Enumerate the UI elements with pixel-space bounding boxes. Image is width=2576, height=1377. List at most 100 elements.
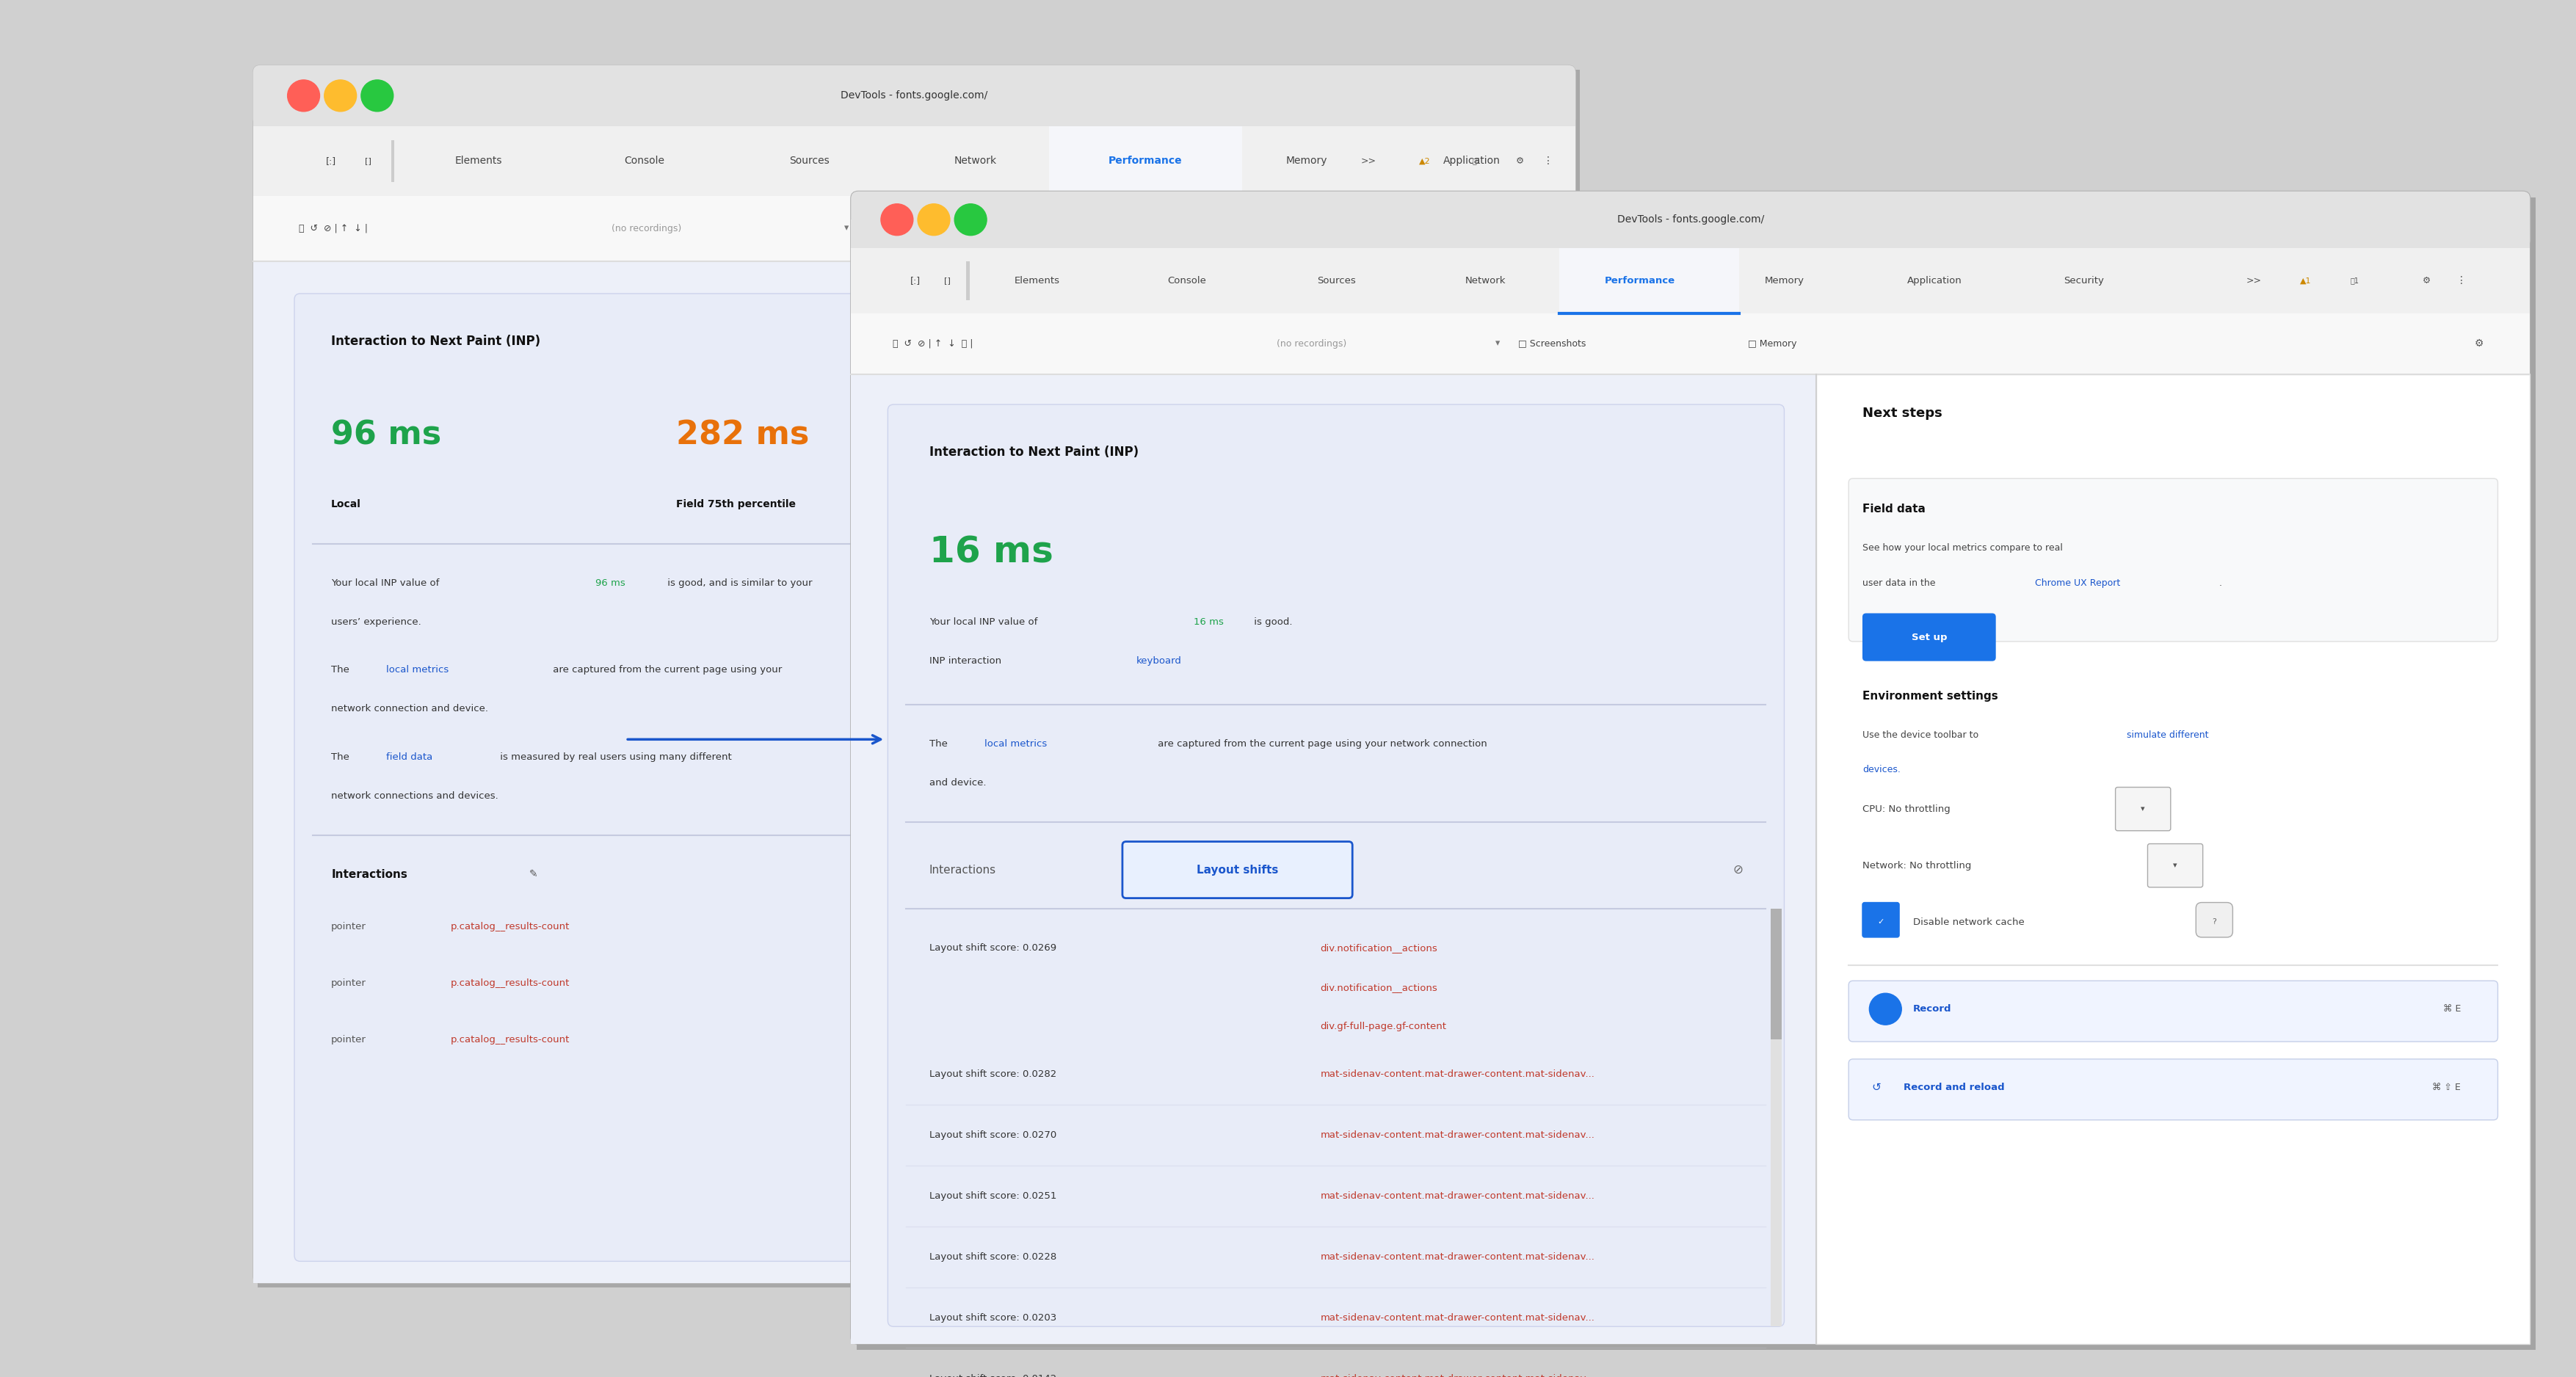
Text: Network: Network [953, 156, 997, 167]
FancyBboxPatch shape [2195, 902, 2233, 938]
FancyBboxPatch shape [1850, 980, 2499, 1041]
Text: users’ experience.: users’ experience. [332, 617, 422, 627]
Text: network connections and devices.: network connections and devices. [332, 792, 497, 800]
Text: ✓: ✓ [1878, 918, 1883, 925]
Text: □ Screenshots: □ Screenshots [1517, 339, 1587, 348]
Text: ▲2: ▲2 [1419, 157, 1430, 165]
Text: Network: No throttling: Network: No throttling [1862, 861, 1971, 870]
Text: Interactions: Interactions [930, 865, 997, 876]
Text: and device.: and device. [930, 778, 987, 788]
Text: mat-sidenav-content.mat-drawer-content.mat-sidenav...: mat-sidenav-content.mat-drawer-content.m… [1319, 1314, 1595, 1323]
Text: ▾: ▾ [2141, 806, 2146, 812]
Text: ⚙: ⚙ [1517, 156, 1525, 165]
Text: user data in the: user data in the [1862, 578, 1935, 588]
Circle shape [1870, 993, 1901, 1024]
Text: Layout shift score: 0.0142: Layout shift score: 0.0142 [930, 1374, 1056, 1377]
Text: .: . [2218, 578, 2223, 588]
Text: The: The [930, 739, 951, 749]
Text: Your local INP value of: Your local INP value of [332, 578, 443, 588]
Text: Disable network cache: Disable network cache [1914, 917, 2025, 927]
Text: >>: >> [2246, 275, 2262, 285]
Circle shape [361, 80, 394, 112]
Bar [258, 70, 1579, 1287]
Text: Elements: Elements [1015, 275, 1061, 285]
Bar [252, 95, 1577, 127]
Text: Environment settings: Environment settings [1862, 690, 1999, 701]
Text: 282 ms: 282 ms [675, 419, 809, 450]
Text: Layout shift score: 0.0203: Layout shift score: 0.0203 [930, 1314, 1056, 1323]
Text: (no recordings): (no recordings) [613, 223, 683, 233]
Text: See how your local metrics compare to real: See how your local metrics compare to re… [1862, 544, 2063, 552]
Text: []: [] [366, 157, 371, 165]
Text: Set up: Set up [1911, 632, 1947, 642]
Text: mat-sidenav-content.mat-drawer-content.mat-sidenav...: mat-sidenav-content.mat-drawer-content.m… [1319, 1374, 1595, 1377]
Text: ⚙: ⚙ [1520, 223, 1530, 234]
Text: Next steps: Next steps [1862, 406, 1942, 420]
Text: ↺: ↺ [1873, 1082, 1880, 1093]
Text: Sources: Sources [1316, 275, 1355, 285]
Text: pointer: pointer [332, 978, 366, 987]
Circle shape [881, 204, 912, 235]
Circle shape [917, 204, 951, 235]
FancyBboxPatch shape [1862, 613, 1996, 661]
Text: 8 ms: 8 ms [1463, 921, 1486, 931]
Text: is good, and is similar to your: is good, and is similar to your [665, 578, 811, 588]
Text: 🔲1: 🔲1 [1471, 157, 1481, 165]
Text: (no recordings): (no recordings) [1278, 339, 1347, 348]
Text: ⌘ ⇧ E: ⌘ ⇧ E [2432, 1082, 2460, 1092]
Text: Application: Application [1906, 275, 1963, 285]
Text: simulate different: simulate different [2128, 730, 2208, 739]
FancyBboxPatch shape [252, 65, 1577, 1283]
Text: Local: Local [332, 500, 361, 509]
Bar [392, 140, 394, 182]
Text: The: The [332, 752, 353, 761]
Text: div.gf-full-page.gf-content: div.gf-full-page.gf-content [1319, 1022, 1448, 1031]
Text: local metrics: local metrics [386, 665, 448, 675]
Text: Layout shift score: 0.0282: Layout shift score: 0.0282 [930, 1070, 1056, 1080]
Text: are captured from the current page using your: are captured from the current page using… [549, 665, 783, 675]
Text: p.catalog__results-count: p.catalog__results-count [451, 1034, 569, 1044]
Bar [1816, 375, 2530, 1344]
Bar [252, 196, 1577, 262]
Text: ⋮: ⋮ [1543, 156, 1553, 167]
Text: mat-sidenav-content.mat-drawer-content.mat-sidenav...: mat-sidenav-content.mat-drawer-content.m… [1319, 1131, 1595, 1140]
Text: keyboard: keyboard [1136, 657, 1182, 666]
FancyBboxPatch shape [252, 65, 1577, 127]
Text: ▾: ▾ [845, 223, 848, 233]
Text: Interactions: Interactions [332, 869, 407, 880]
Text: div.notification__actions: div.notification__actions [1319, 943, 1437, 953]
Text: div.notification__actions: div.notification__actions [1319, 983, 1437, 991]
Text: [:]: [:] [909, 275, 920, 285]
Bar [850, 248, 2530, 313]
Text: []: [] [945, 277, 951, 284]
Text: 96 ms: 96 ms [595, 578, 626, 588]
Text: Chrome UX Report: Chrome UX Report [2035, 578, 2120, 588]
Circle shape [325, 80, 355, 112]
Text: local metrics: local metrics [984, 739, 1046, 749]
Text: ⊘: ⊘ [1734, 863, 1744, 877]
FancyBboxPatch shape [294, 293, 1535, 1261]
Text: Memory: Memory [1765, 275, 1806, 285]
Text: 96 ms: 96 ms [1455, 978, 1486, 987]
Text: [:]: [:] [327, 156, 337, 165]
Text: Record: Record [1914, 1004, 1953, 1013]
Text: □ Memory: □ Memory [1749, 339, 1798, 348]
Circle shape [289, 80, 319, 112]
Text: □ Memory: □ Memory [1100, 223, 1149, 233]
Text: DevTools - fonts.google.com/: DevTools - fonts.google.com/ [840, 91, 987, 101]
Text: Console: Console [623, 156, 665, 167]
Text: mat-sidenav-content.mat-drawer-content.mat-sidenav...: mat-sidenav-content.mat-drawer-content.m… [1319, 1070, 1595, 1080]
Text: ⋮: ⋮ [2455, 275, 2465, 285]
Text: 🔲1: 🔲1 [2349, 277, 2360, 284]
Bar [850, 375, 1816, 1344]
Text: Console: Console [1167, 275, 1206, 285]
Text: ?: ? [2213, 918, 2215, 925]
Bar [850, 220, 2530, 248]
Text: Application: Application [1443, 156, 1502, 167]
Text: pointer: pointer [332, 1034, 366, 1044]
Text: Layout shifts: Layout shifts [1195, 865, 1278, 876]
FancyBboxPatch shape [850, 191, 2530, 248]
Text: □ Screenshots: □ Screenshots [866, 223, 933, 233]
FancyBboxPatch shape [2148, 844, 2202, 887]
Text: mat-sidenav-content.mat-drawer-content.mat-sidenav...: mat-sidenav-content.mat-drawer-content.m… [1319, 1252, 1595, 1261]
